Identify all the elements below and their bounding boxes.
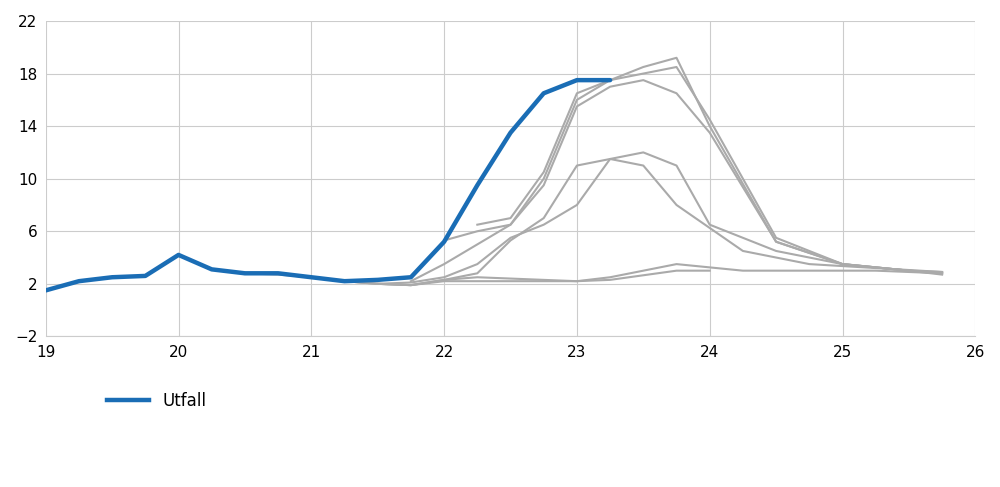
Legend: Utfall: Utfall: [101, 385, 213, 416]
